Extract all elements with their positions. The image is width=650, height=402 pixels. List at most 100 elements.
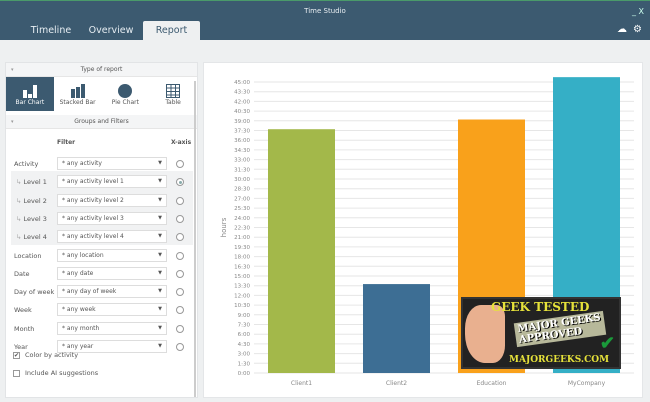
filter-row: ↳ Level 2 * any activity level 2 ▼ (6, 192, 192, 210)
x-tick-label: Client2 (386, 380, 407, 387)
filter-dropdown[interactable]: * any activity ▼ (57, 157, 167, 170)
chevron-down-icon: ▼ (158, 160, 162, 166)
tab-report[interactable]: Report (143, 21, 200, 40)
y-tick-label: 27:00 (234, 196, 250, 202)
table-button[interactable]: Table (149, 77, 197, 111)
y-tick-label: 3:00 (238, 352, 251, 358)
section-title: Groups and Filters (74, 118, 129, 125)
filter-dropdown[interactable]: * any month ▼ (57, 321, 167, 335)
y-tick-label: 12:00 (234, 293, 250, 299)
color-by-activity-checkbox[interactable]: ✔ Color by activity (13, 351, 79, 359)
xaxis-radio[interactable] (176, 214, 184, 223)
y-tick-label: 4:30 (238, 342, 251, 348)
filter-label: Day of week (14, 288, 55, 297)
tab-timeline[interactable]: Timeline (30, 25, 72, 36)
filter-row: Date * any date ▼ (6, 265, 192, 283)
y-tick-label: 30:00 (234, 177, 250, 183)
xaxis-radio[interactable] (176, 160, 184, 168)
xaxis-radio[interactable] (176, 233, 184, 242)
chevron-down-icon: ▼ (158, 251, 162, 258)
filter-row: Activity * any activity ▼ (6, 155, 192, 173)
filter-row: Day of week * any day of week ▼ (6, 283, 192, 301)
y-tick-label: 7:30 (238, 323, 251, 329)
x-tick-label: Client1 (291, 380, 312, 387)
y-tick-label: 21:00 (234, 235, 250, 241)
filter-dropdown[interactable]: * any location ▼ (57, 248, 167, 262)
filter-row: ↳ Level 1 * any activity level 1 ▼ (6, 173, 192, 191)
filter-label: Location (14, 251, 42, 260)
chevron-down-icon: ▼ (158, 343, 162, 349)
label: Include AI suggestions (25, 369, 99, 377)
filter-dropdown[interactable]: * any date ▼ (57, 266, 167, 280)
xaxis-radio[interactable] (176, 251, 184, 260)
filter-row: Location * any location ▼ (6, 247, 192, 265)
y-tick-label: 16:30 (234, 264, 250, 270)
xaxis-radio[interactable] (176, 306, 184, 315)
filter-header: Filter (57, 139, 76, 146)
title-bar: Time Studio _ X (0, 0, 650, 21)
y-tick-label: 37:30 (234, 129, 250, 135)
y-tick-label: 33:00 (234, 158, 250, 164)
filter-row: ↳ Level 3 * any activity level 3 ▼ (6, 210, 192, 228)
bar-chart-button[interactable]: Bar Chart (6, 77, 54, 111)
xaxis-radio[interactable] (176, 324, 184, 333)
window-title: Time Studio (304, 7, 346, 15)
y-tick-label: 40:30 (234, 109, 250, 115)
bar-client2[interactable] (363, 284, 430, 373)
bar-client1[interactable] (268, 129, 335, 373)
chevron-down-icon: ▼ (158, 178, 162, 185)
scrollbar[interactable] (194, 81, 196, 397)
filter-label: Activity (14, 160, 39, 168)
filter-label: ↳ Level 1 (16, 178, 47, 187)
include-ai-checkbox[interactable]: Include AI suggestions (13, 369, 98, 377)
filter-dropdown[interactable]: * any activity level 3 ▼ (57, 211, 167, 225)
y-tick-label: 34:30 (234, 148, 250, 154)
xaxis-radio[interactable] (176, 178, 184, 187)
type-of-report-header[interactable]: ▾ Type of report (6, 63, 197, 77)
y-tick-label: 10:30 (234, 303, 250, 309)
tab-overview[interactable]: Overview (88, 25, 134, 36)
xaxis-header: X-axis (171, 139, 192, 146)
filter-row: Week * any week ▼ (6, 301, 192, 319)
y-tick-label: 15:00 (234, 274, 250, 280)
filter-dropdown[interactable]: * any year ▼ (57, 340, 167, 353)
xaxis-radio[interactable] (176, 288, 184, 297)
gear-icon[interactable]: ⚙ (633, 24, 642, 35)
filter-dropdown[interactable]: * any activity level 1 ▼ (57, 175, 167, 189)
window-controls[interactable]: _ X (631, 7, 644, 16)
y-tick-label: 36:00 (234, 138, 250, 144)
cloud-icon[interactable]: ☁ (617, 24, 628, 35)
x-tick-label: MyCompany (568, 380, 606, 387)
xaxis-radio[interactable] (176, 269, 184, 278)
y-tick-label: 9:00 (238, 313, 251, 319)
y-tick-label: 6:00 (238, 332, 251, 338)
filter-row: Year * any year ▼ (6, 338, 192, 356)
bar-chart-icon (6, 81, 54, 99)
pie-chart-button[interactable]: Pie Chart (102, 77, 150, 111)
y-axis-label: hours (220, 217, 228, 237)
pie-chart-icon (102, 81, 150, 99)
y-tick-label: 25:30 (234, 206, 250, 212)
filter-dropdown[interactable]: * any activity level 4 ▼ (57, 230, 167, 244)
filter-label: Month (14, 324, 35, 333)
y-tick-label: 13:30 (234, 284, 250, 290)
xaxis-radio[interactable] (176, 196, 184, 205)
groups-filters-header[interactable]: ▾ Groups and Filters (6, 115, 197, 129)
filter-dropdown[interactable]: * any week ▼ (57, 303, 167, 317)
tab-bar: Timeline Overview Report (0, 21, 650, 40)
filter-dropdown[interactable]: * any day of week ▼ (57, 285, 167, 299)
xaxis-radio[interactable] (176, 343, 184, 351)
chevron-down-icon: ▼ (158, 288, 162, 295)
stacked-bar-button[interactable]: Stacked Bar (54, 77, 102, 111)
y-tick-label: 28:30 (234, 187, 250, 193)
filter-label: Week (14, 306, 32, 315)
y-tick-label: 45:00 (234, 80, 250, 86)
y-tick-label: 31:30 (234, 167, 250, 173)
filter-dropdown[interactable]: * any activity level 2 ▼ (57, 193, 167, 207)
y-tick-label: 24:00 (234, 216, 250, 222)
y-tick-label: 43:30 (234, 90, 250, 96)
y-tick-label: 39:00 (234, 119, 250, 125)
section-title: Type of report (80, 66, 123, 73)
watermark-logo: GEEK TESTED MAJOR GEEKS APPROVED ✔ MAJORG… (461, 297, 621, 369)
y-tick-label: 42:00 (234, 99, 250, 105)
